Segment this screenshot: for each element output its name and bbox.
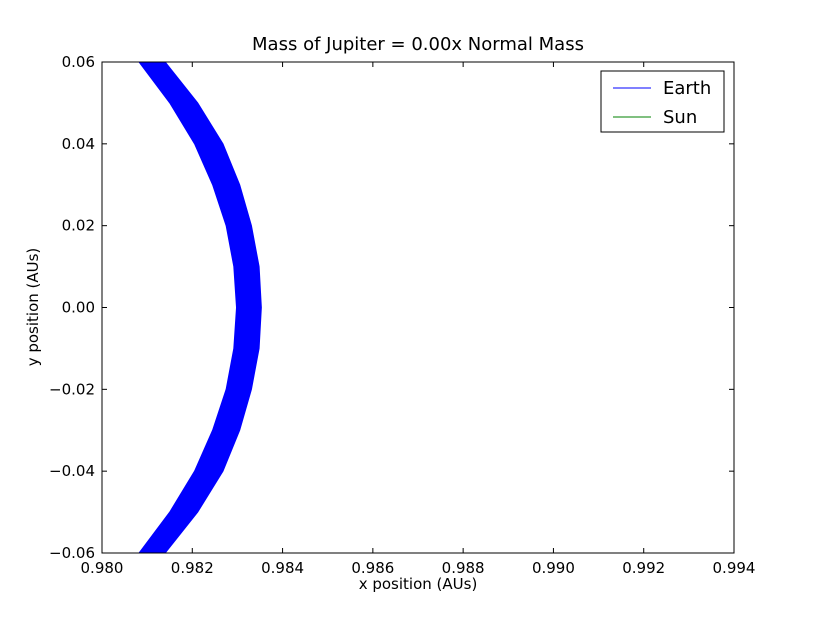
plot-area xyxy=(138,61,262,554)
y-tick-label: 0.04 xyxy=(62,135,95,153)
y-tick-label: −0.06 xyxy=(49,544,95,562)
y-tick-label: 0.00 xyxy=(62,299,95,317)
legend-label-sun: Sun xyxy=(663,107,697,128)
legend-box xyxy=(600,70,725,133)
x-tick-label: 0.984 xyxy=(261,559,304,577)
legend-label-earth: Earth xyxy=(663,78,711,99)
x-tick-label: 0.990 xyxy=(532,559,575,577)
x-tick-label: 0.982 xyxy=(171,559,214,577)
x-tick-label: 0.980 xyxy=(81,559,124,577)
x-tick-label: 0.986 xyxy=(351,559,394,577)
y-tick-label: 0.06 xyxy=(62,53,95,71)
x-tick-label: 0.992 xyxy=(622,559,665,577)
chart-title: Mass of Jupiter = 0.00x Normal Mass xyxy=(252,34,584,55)
y-axis-label: y position (AUs) xyxy=(24,248,42,367)
x-tick-label: 0.988 xyxy=(442,559,485,577)
x-axis-ticks: 0.980 0.982 0.984 0.986 0.988 0.990 0.992 0.994 xyxy=(81,62,756,577)
x-tick-label: 0.994 xyxy=(713,559,756,577)
y-tick-label: −0.04 xyxy=(49,462,95,480)
y-tick-label: −0.02 xyxy=(49,380,95,398)
x-axis-label: x position (AUs) xyxy=(359,575,478,593)
y-tick-label: 0.02 xyxy=(62,217,95,235)
legend: Earth Sun xyxy=(600,70,725,133)
earth-orbit-band xyxy=(138,61,262,554)
y-axis-ticks: 0.06 0.04 0.02 0.00 −0.02 −0.04 −0.06 xyxy=(49,53,734,562)
